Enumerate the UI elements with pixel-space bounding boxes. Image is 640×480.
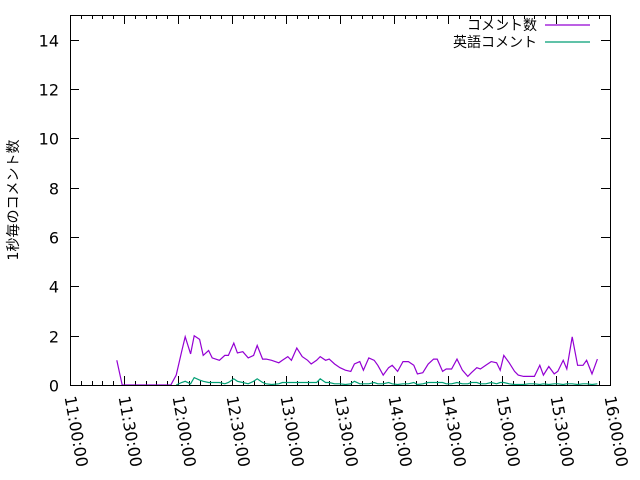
x-tick-label: 15:00:00: [493, 394, 524, 468]
y-tick-label: 10: [39, 130, 59, 149]
plot-border: [70, 15, 611, 386]
x-tick-label: 14:00:00: [385, 394, 416, 468]
x-tick-label: 14:30:00: [439, 394, 470, 468]
x-tick-label: 13:00:00: [277, 394, 308, 468]
y-tick-label: 8: [49, 180, 59, 199]
y-axis-label: 1秒毎のコメント数: [6, 140, 22, 261]
x-tick-label: 11:00:00: [61, 394, 92, 468]
series-line-0: [116, 334, 598, 386]
y-tick-label: 14: [39, 32, 59, 51]
y-tick-label: 4: [49, 278, 59, 297]
x-tick-label: 16:00:00: [601, 394, 632, 468]
x-tick-label: 11:30:00: [115, 394, 146, 468]
y-tick-label: 12: [39, 81, 59, 100]
legend-label: 英語コメント: [453, 34, 537, 51]
y-tick-label: 6: [49, 229, 59, 248]
legend-label: コメント数: [467, 18, 537, 34]
x-tick-label: 12:00:00: [169, 394, 200, 468]
series-line-1: [175, 376, 598, 386]
y-tick-label: 0: [49, 377, 59, 396]
x-tick-label: 12:30:00: [223, 394, 254, 468]
x-tick-label: 13:30:00: [331, 394, 362, 468]
series-lines: [116, 334, 598, 386]
y-tick-label: 2: [49, 328, 59, 347]
axis-ticks: 0 2 4 6 8 10 12 14 11:00:00 11:30:00 12:00:00 12:30…: [39, 15, 632, 468]
x-tick-label: 15:30:00: [547, 394, 578, 468]
